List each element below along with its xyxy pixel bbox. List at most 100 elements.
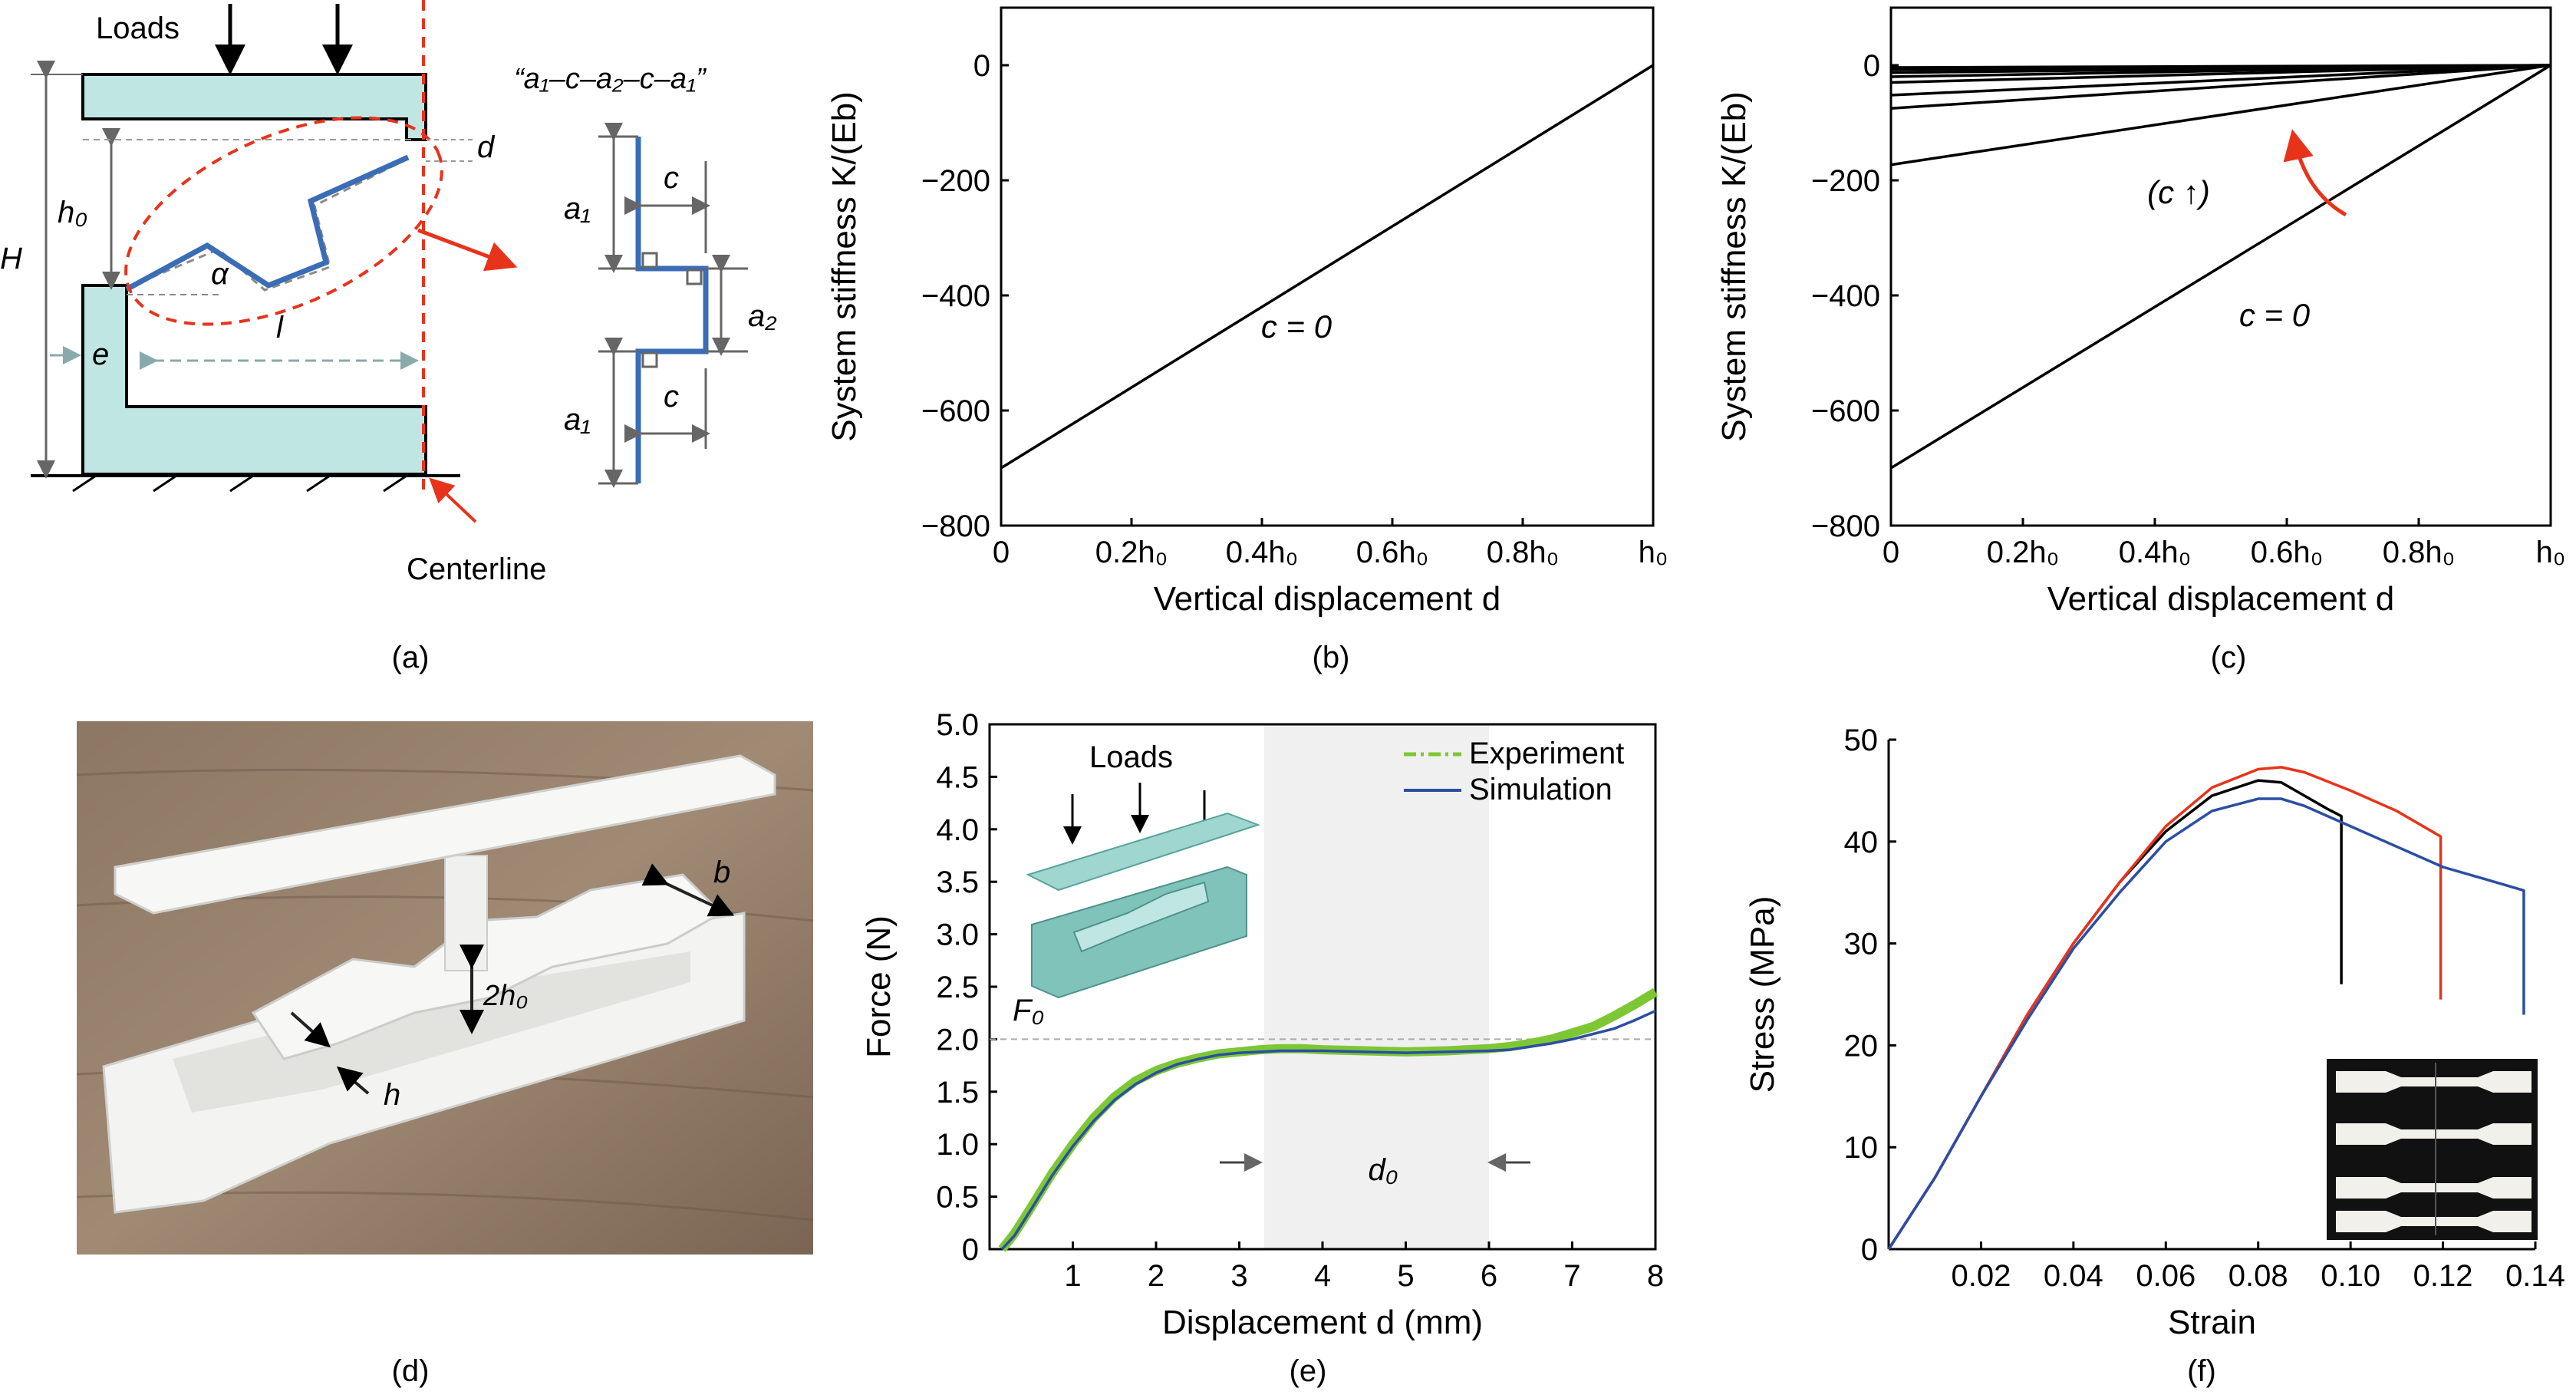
y-tick-label: −200 [1811,164,1880,198]
h-arrow-lower [336,1066,370,1095]
y-tick-label: 40 [1844,826,1879,859]
y-tick-label: −200 [921,164,990,198]
y-tick-label: 3.0 [936,918,979,952]
y-tick-label: 0 [1861,1233,1878,1267]
captions: (a) (b) (c) (d) (e) (f) [392,641,2247,1388]
loads-label: Loads [96,12,180,45]
inset-specimens-photo [2327,1059,2538,1240]
inset-3d-model: Loads [1026,740,1261,999]
a2-label: a₂ [748,299,777,333]
panel-a-schematic: Loads H h₀ e α l d Centerline [0,0,777,586]
y-axis-title: Force (N) [860,915,898,1058]
series-line [1890,64,2551,110]
legend-label: Experiment [1469,737,1624,770]
chart-b-stiffness: 0 0.2h₀ 0.4h₀ 0.6h₀ 0.8h₀ h₀ −800 −600 −400 −200 0… [825,6,1668,618]
2h0-label: 2h₀ [483,980,528,1012]
x-tick-label: 0.6h₀ [2251,536,2323,569]
x-tick-label: 0.08 [2228,1259,2288,1293]
x-tick-label: 0.04 [2044,1259,2103,1293]
y-tick-label: 0 [962,1233,979,1267]
x-tick-label: 0.06 [2136,1259,2196,1293]
chart-e-force-displacement: 1 2 3 4 5 6 7 8 0 0.5 1.0 1.5 2.0 2.5 3.0 3.5 4.0 4.5 5.0 D… [860,708,1664,1341]
x-tick-label: 0.8h₀ [1487,536,1559,569]
series-line [1890,64,2551,470]
beam-sequence-detail [635,137,709,483]
b-c0-label: c = 0 [1261,308,1332,345]
h-label: h [384,1078,400,1112]
x-tick-label: 0.4h₀ [2119,536,2191,569]
plot-frame [1889,6,2552,527]
chart-c-stiffness-family: 0 0.2h₀ 0.4h₀ 0.6h₀ 0.8h₀ h₀ −800 −600 −400 −200 0… [1715,6,2566,618]
zoom-ellipse [124,116,443,326]
x-axis-title: Vertical displacement d [2047,580,2394,618]
caption-a: (a) [392,641,430,674]
x-tick-label: 0.4h₀ [1226,536,1298,569]
bottom-base [81,284,427,476]
x-axis-title: Strain [2168,1304,2256,1341]
d0-label: d₀ [1368,1153,1398,1187]
beam-undeformed [126,160,404,292]
inset-beam [1072,881,1210,953]
c-increase-arrow [2283,129,2347,217]
y-axis-title: System stiffness K/(Eb) [825,91,863,441]
x-tick-label: 6 [1481,1259,1497,1293]
y-tick-label: 10 [1844,1131,1879,1165]
x-tick-label: 2 [1148,1259,1164,1293]
y-tick-label: 5.0 [936,708,979,742]
x-tick-label: 0.10 [2321,1259,2380,1293]
H-label: H [0,242,22,275]
y-tick-label: −800 [1811,509,1880,543]
centerline-label: Centerline [407,552,546,586]
c-top-label: c [664,161,679,195]
alpha-label: α [211,257,229,291]
y-tick-label: 1.5 [936,1076,979,1109]
dogbone-specimen [2336,1177,2532,1199]
h0-label: h₀ [58,196,87,229]
d-label: d [477,130,496,164]
x-tick-label: 5 [1397,1259,1414,1293]
y-tick-label: 4.0 [936,813,979,847]
centerline-arrow [429,477,477,523]
series-line [1890,64,2551,97]
series-line [1890,64,2551,69]
series-line [1000,1009,1656,1251]
inset-top-plate [1026,812,1261,892]
caption-d: (d) [392,1354,430,1388]
inset-loads-label: Loads [1089,740,1173,774]
y-tick-label: 0 [973,49,990,83]
x-axis-title: Vertical displacement d [1154,580,1500,618]
x-tick-label: 3 [1230,1259,1247,1293]
y-tick-label: 1.0 [936,1128,979,1162]
x-tick-label: 0.6h₀ [1356,536,1428,569]
h-arrow-upper [290,1011,331,1048]
c-bottom-label: c [664,380,679,414]
specimen-top-plate [114,754,776,915]
c-c0-label: c = 0 [2239,297,2311,333]
x-tick-label: h₀ [2536,536,2566,569]
ground-hatching [72,474,407,493]
series-line [1887,797,2525,1250]
y-tick-label: −600 [1811,394,1880,428]
caption-c: (c) [2211,641,2247,674]
x-tick-label: 4 [1314,1259,1331,1293]
y-tick-label: 2.5 [936,971,979,1004]
x-tick-label: 0.2h₀ [1095,536,1168,569]
x-tick-label: h₀ [1639,536,1668,569]
series-line [1000,64,1654,470]
y-tick-label: 4.5 [936,760,979,794]
x-tick-label: 0.2h₀ [1987,536,2059,569]
x-tick-label: 7 [1563,1259,1580,1293]
y-axis-title: System stiffness K/(Eb) [1715,91,1753,441]
x-tick-label: 0.12 [2413,1259,2473,1293]
x-tick-label: 0 [1883,536,1899,569]
chart-f-stress-strain: 0.02 0.04 0.06 0.08 0.10 0.12 0.14 0 10 20 30 40 50 S… [1744,724,2565,1341]
zoom-arrow [417,228,518,272]
top-plate [81,73,427,141]
l-label: l [276,311,284,345]
a1-top-label: a₁ [564,192,591,226]
caption-e: (e) [1290,1354,1327,1388]
b-label: b [713,856,730,889]
specimen-cavity [173,951,690,1113]
y-tick-label: 2.0 [936,1023,979,1057]
y-tick-label: 50 [1844,724,1879,757]
